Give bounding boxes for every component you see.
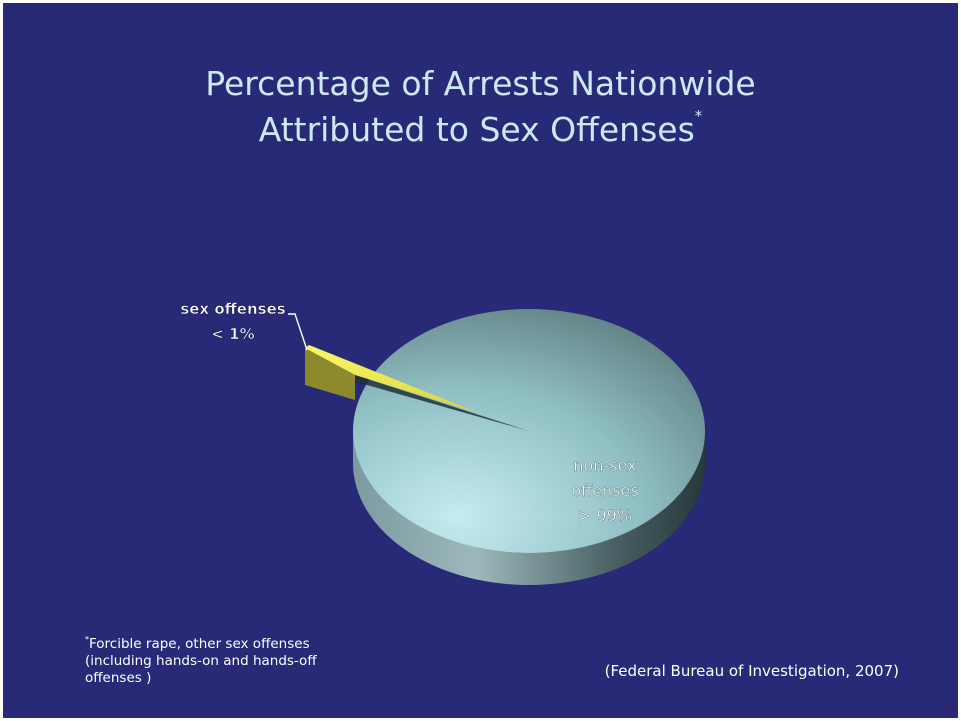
pie-side bbox=[353, 431, 705, 585]
footnote-line-1: *Forcible rape, other sex offenses bbox=[85, 636, 385, 653]
slice-label-sex-offenses: sex offenses < 1% bbox=[180, 300, 286, 344]
sex-offenses-label-line-1: sex offenses bbox=[180, 300, 285, 318]
non-sex-offenses-label-line-1: non-sex bbox=[573, 456, 636, 475]
pie-chart: sex offenses < 1% non-sex offenses > 99% bbox=[180, 300, 705, 585]
footnote-line-2: (including hands-on and hands-off bbox=[85, 653, 317, 669]
title-line-1: Percentage of Arrests Nationwide bbox=[205, 64, 756, 103]
sex-offenses-label-line-2: < 1% bbox=[211, 325, 254, 343]
slice-gap bbox=[353, 375, 529, 431]
footnote-line-1-text: Forcible rape, other sex offenses bbox=[89, 636, 310, 652]
title-line-2: Attributed to Sex Offenses* bbox=[3, 107, 958, 153]
footnote: *Forcible rape, other sex offenses (incl… bbox=[85, 636, 385, 687]
footnote-line-3: offenses ) bbox=[85, 670, 152, 686]
slice-sex-offenses bbox=[305, 345, 479, 413]
slice-sex-offenses-side bbox=[305, 348, 355, 400]
slide: Percentage of Arrests Nationwide Attribu… bbox=[3, 3, 958, 718]
title-asterisk: * bbox=[694, 107, 703, 125]
non-sex-offenses-label-line-2: offenses bbox=[571, 481, 638, 500]
footnote-asterisk: * bbox=[85, 635, 89, 644]
chart-title: Percentage of Arrests Nationwide Attribu… bbox=[3, 61, 958, 153]
slice-label-non-sex-offenses: non-sex offenses > 99% bbox=[571, 456, 639, 525]
leader-line bbox=[288, 313, 308, 351]
title-line-2-text: Attributed to Sex Offenses bbox=[258, 110, 695, 149]
non-sex-offenses-label-line-3: > 99% bbox=[578, 506, 632, 525]
source-citation: (Federal Bureau of Investigation, 2007) bbox=[604, 662, 899, 680]
